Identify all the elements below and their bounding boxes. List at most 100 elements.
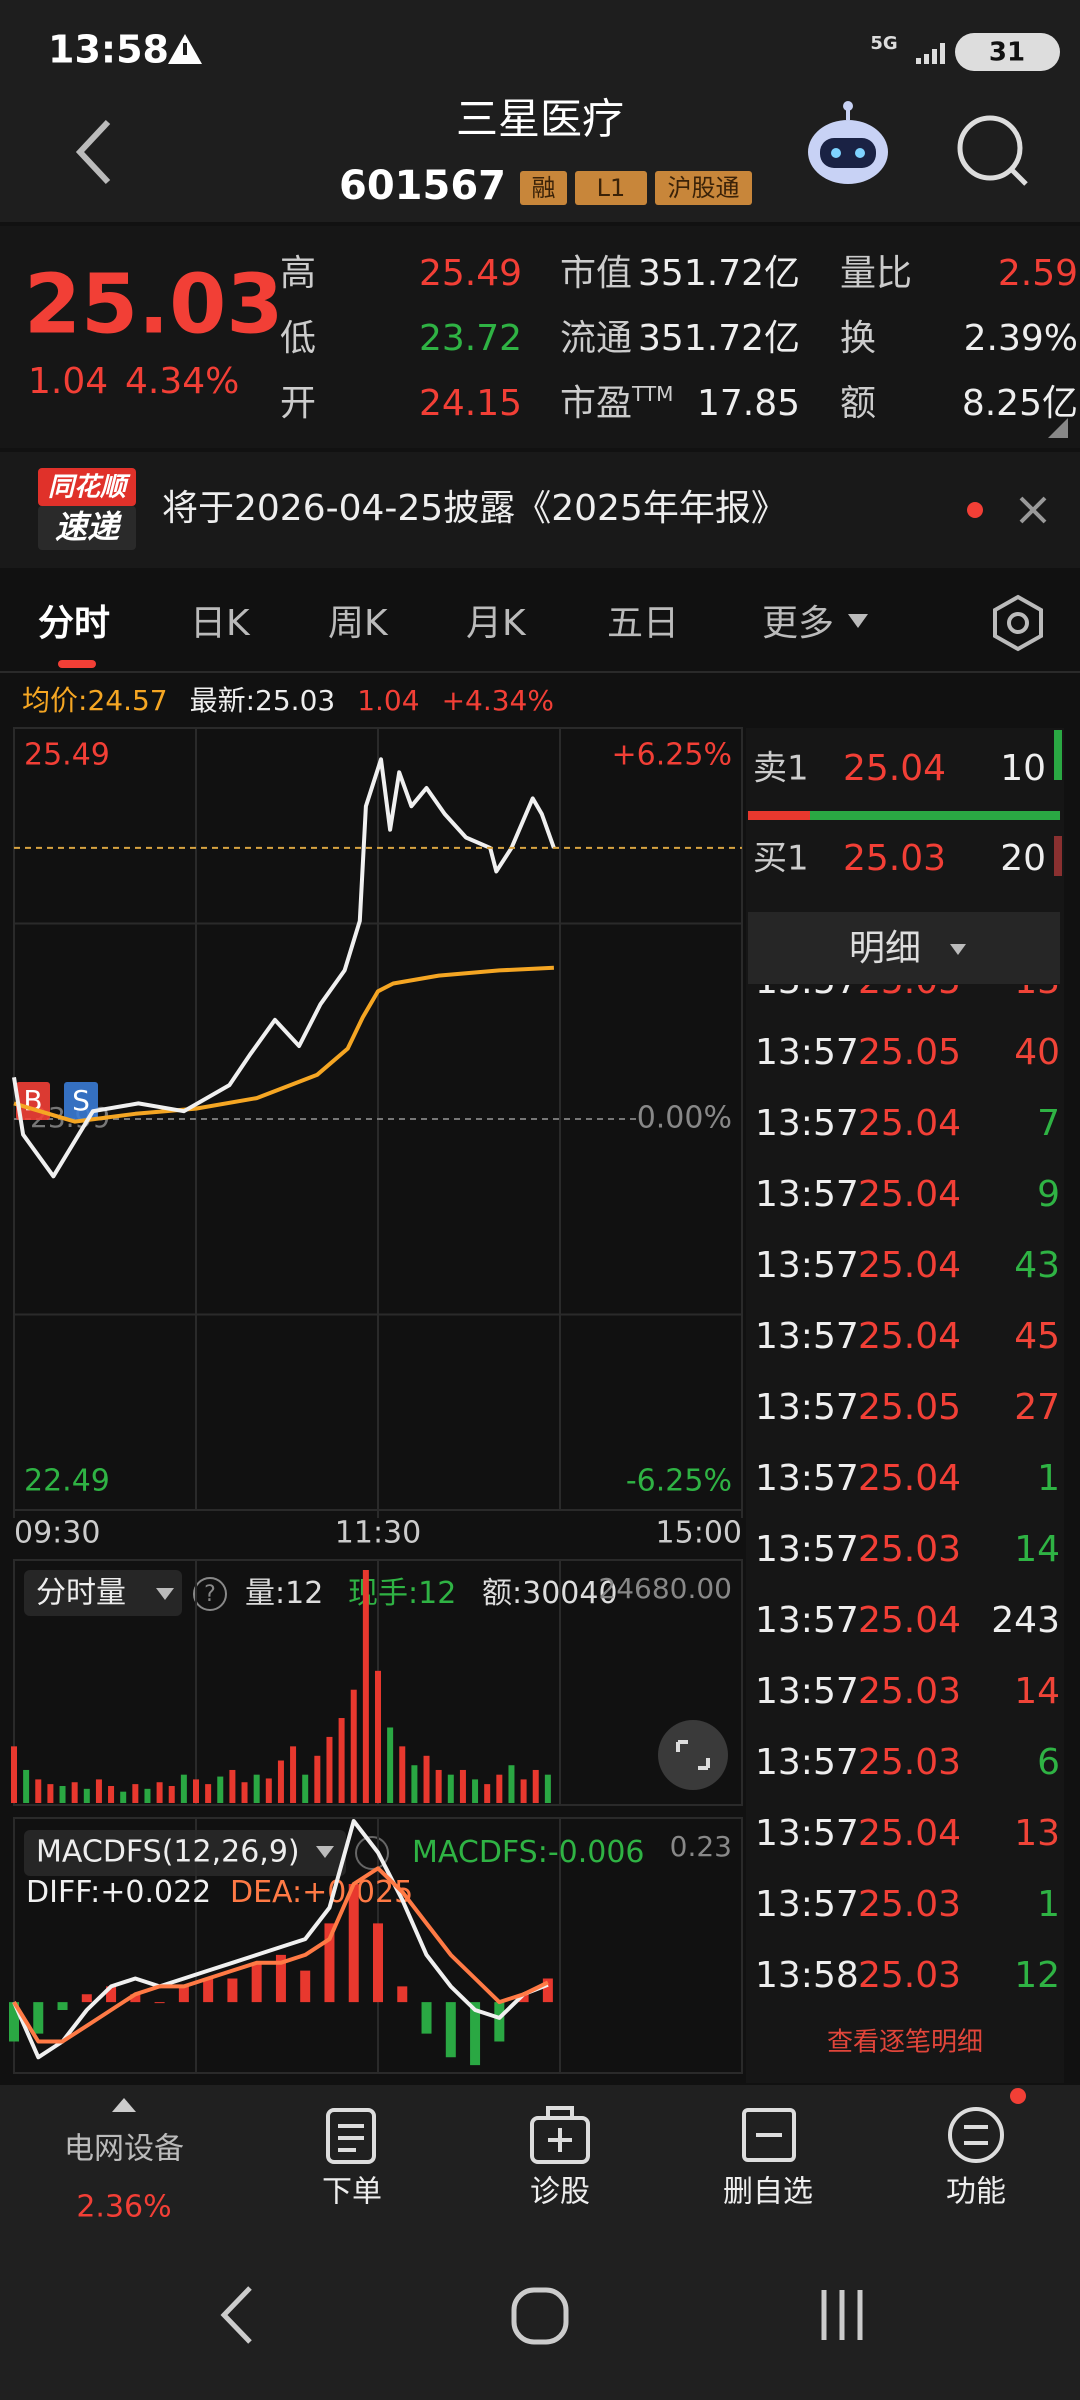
tab[interactable]: 分时 (38, 603, 110, 644)
robot-icon[interactable] (808, 101, 888, 184)
volume-bar (83, 1788, 90, 1803)
trade-volume: 14 (1014, 1529, 1060, 1570)
macd-bar (81, 1994, 92, 2003)
macd-help-icon[interactable] (355, 1836, 389, 1870)
stat-label: 量比 (840, 253, 912, 294)
quote-bg (0, 226, 1080, 448)
macd-bar (518, 1994, 529, 2003)
more-trades-link[interactable]: 查看逐笔明细 (827, 2028, 983, 2058)
help-icon-label: ? (204, 1582, 216, 1607)
volume-readout: 量:12 (245, 1576, 323, 1611)
nav-item[interactable]: 诊股 (530, 2175, 590, 2210)
sector-name: 电网设备 (64, 2132, 184, 2167)
volume-bar (544, 1774, 551, 1803)
trade-price: 25.04 (858, 1316, 961, 1357)
news-brand-bottom: 速递 (55, 508, 122, 546)
trade-volume: 7 (1037, 1103, 1060, 1144)
tab[interactable]: 月K (466, 603, 527, 644)
trade-time: 13:57 (755, 1103, 859, 1144)
y2-tick-label: 0.00% (637, 1101, 732, 1136)
news-bg (0, 452, 1080, 568)
volume-bar (23, 1769, 30, 1803)
volume-bar (411, 1765, 418, 1803)
nav-icons (326, 2106, 1004, 2164)
ask-depth (1054, 730, 1062, 780)
legend-value: 24.57 (87, 684, 167, 717)
chart-info: 均价:24.57 最新:25.03 1.04 +4.34% (22, 684, 554, 717)
macd-selector-bg[interactable] (24, 1830, 346, 1876)
volume-bar (108, 1786, 115, 1803)
volume-bar (484, 1784, 491, 1803)
nav-item[interactable]: 功能 (946, 2175, 1006, 2210)
help-icon[interactable] (193, 1577, 227, 1611)
tag: 沪股通 (668, 174, 740, 202)
volume-bar (338, 1718, 345, 1803)
macd-bar (494, 2002, 505, 2042)
bid-depth (1054, 836, 1062, 876)
volume-selector-bg[interactable] (24, 1570, 182, 1616)
trade-time: 13:57 (755, 1387, 859, 1428)
unread-dot (967, 502, 983, 518)
tab[interactable]: 更多 (762, 603, 834, 644)
close-button[interactable] (1019, 496, 1047, 524)
tab[interactable]: 周K (328, 603, 389, 644)
stat-label-text: 市盈 (560, 383, 632, 424)
trade-price: 25.03 (858, 1955, 961, 1996)
stat-label: 低 (280, 318, 316, 359)
nav-item[interactable]: 下单 (322, 2175, 382, 2210)
search-button[interactable] (957, 115, 1028, 186)
tag: L1 (597, 174, 626, 202)
trade-marker-label: S (72, 1084, 90, 1117)
trade-price: 25.05 (858, 1387, 961, 1428)
system-home[interactable] (511, 2287, 569, 2345)
macd-bar (203, 1978, 214, 2003)
macd-bar (421, 2002, 432, 2034)
stat-value: 17.85 (697, 383, 800, 424)
readout-value: -0.006 (548, 1835, 645, 1870)
trade-list: 13:5725.051313:5725.054013:5725.04713:57… (755, 961, 1060, 1996)
trade-time: 13:57 (755, 1458, 859, 1499)
volume-bar (132, 1784, 139, 1803)
readout-label: 额: (482, 1576, 522, 1611)
system-back[interactable] (220, 2286, 252, 2344)
trade-time: 13:57 (755, 961, 859, 1002)
expand-button[interactable] (658, 1720, 728, 1790)
trade-volume: 1 (1037, 1458, 1060, 1499)
trade-price: 25.04 (858, 1174, 961, 1215)
trade-volume: 13 (1014, 961, 1060, 1002)
expand-up-arrow[interactable] (112, 2098, 136, 2112)
macd-bar (227, 1978, 238, 2003)
volume-bar (375, 1670, 381, 1803)
info-change-pct: +4.34% (442, 684, 554, 717)
trade-price: 25.03 (858, 1742, 961, 1783)
nav-item[interactable]: 删自选 (723, 2175, 813, 2210)
system-recents[interactable] (821, 2290, 863, 2340)
trade-volume: 40 (1014, 1032, 1060, 1073)
volume-bar (532, 1769, 539, 1803)
macd-bar (57, 2002, 68, 2010)
volume-bar (59, 1786, 66, 1803)
volume-bar (447, 1774, 454, 1803)
volume-readout: 额:30040 (482, 1576, 618, 1611)
macd-legend: DEA:+0.025 (230, 1875, 413, 1910)
tab[interactable]: 日K (190, 603, 251, 644)
volume-selector: 分时量 (36, 1576, 126, 1611)
stat-value: 24.15 (419, 383, 522, 424)
macd-bar (130, 1994, 141, 2003)
tab[interactable]: 五日 (607, 603, 679, 644)
ask-price: 25.04 (843, 748, 946, 789)
settings-button[interactable] (993, 594, 1043, 652)
readout-value: 12 (285, 1576, 323, 1611)
trade-price: 25.04 (858, 1600, 961, 1641)
detail-arrow (950, 944, 966, 955)
back-button[interactable] (75, 119, 111, 185)
macd-bar (178, 1986, 189, 2003)
trade-price: 25.04 (858, 1245, 961, 1286)
volume-bar (496, 1774, 503, 1803)
volume-bar (387, 1727, 394, 1803)
last-price: 25.03 (24, 257, 283, 352)
bid-strength (810, 811, 1060, 820)
trade-volume: 14 (1014, 1671, 1060, 1712)
tag: 融 (532, 174, 556, 202)
legend-value: 25.03 (255, 684, 335, 717)
